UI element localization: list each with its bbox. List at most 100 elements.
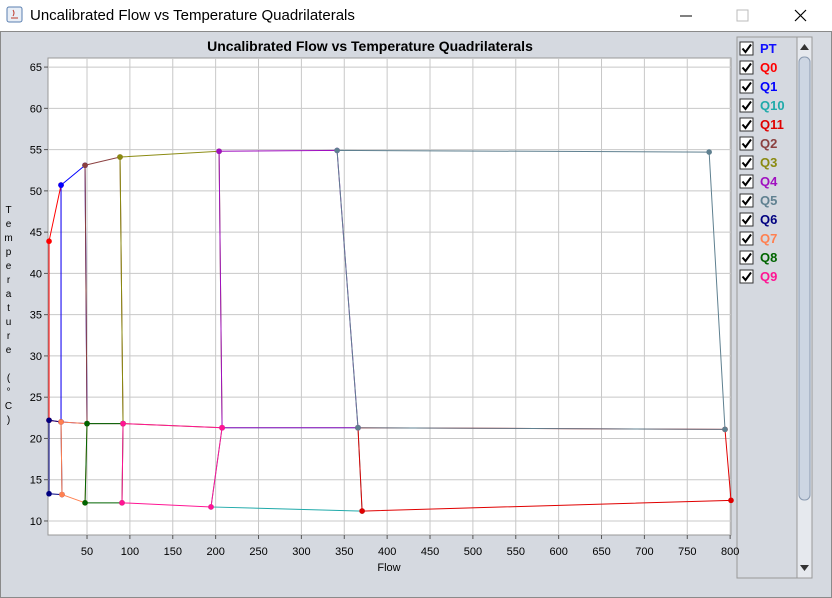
x-tick-label: 150 — [164, 546, 182, 558]
legend-checkbox[interactable] — [739, 60, 754, 75]
checkbox-box[interactable] — [739, 79, 754, 94]
checkmark[interactable] — [741, 176, 752, 187]
x-tick-label: 650 — [592, 546, 610, 558]
checkmark[interactable] — [741, 233, 752, 244]
vertex — [120, 420, 126, 427]
checkmark[interactable] — [741, 138, 752, 149]
legend-checkbox[interactable] — [739, 250, 754, 265]
y-tick-label: 15 — [30, 475, 42, 487]
checkbox-box[interactable] — [739, 41, 754, 56]
window-title: Uncalibrated Flow vs Temperature Quadril… — [30, 7, 355, 24]
title-bar: Uncalibrated Flow vs Temperature Quadril… — [0, 0, 832, 31]
vertex — [355, 424, 361, 431]
scroll-thumb[interactable] — [798, 56, 811, 501]
x-tick-label: 50 — [81, 546, 93, 558]
legend-label: Q3 — [760, 155, 777, 170]
legend-checkbox[interactable] — [739, 136, 754, 151]
legend-label: PT — [760, 41, 777, 56]
legend-label: Q7 — [760, 231, 777, 246]
legend-label: Q11 — [760, 117, 784, 132]
plot-area — [47, 57, 732, 536]
checkbox-box[interactable] — [739, 117, 754, 132]
checkmark[interactable] — [741, 81, 752, 92]
checkbox-box[interactable] — [739, 136, 754, 151]
checkbox-box[interactable] — [739, 60, 754, 75]
checkbox-box[interactable] — [739, 193, 754, 208]
y-tick-label: 55 — [30, 145, 42, 157]
checkmark[interactable] — [741, 157, 752, 168]
maximize[interactable] — [736, 9, 749, 22]
legend-checkbox[interactable] — [739, 231, 754, 246]
legend-label: Q5 — [760, 193, 777, 208]
legend-label: Q0 — [760, 60, 777, 75]
y-tick-label: 25 — [30, 392, 42, 404]
vertex — [706, 149, 712, 155]
y-tick-label: 40 — [30, 268, 42, 280]
y-tick-label: 65 — [30, 62, 42, 74]
close[interactable] — [794, 9, 807, 22]
checkbox-box[interactable] — [739, 155, 754, 170]
x-tick-label: 500 — [464, 546, 482, 558]
legend-checkbox[interactable] — [739, 174, 754, 189]
legend-label: Q8 — [760, 250, 777, 265]
app-icon-glyph — [11, 9, 18, 19]
legend-label: Q9 — [760, 269, 777, 284]
checkbox-box[interactable] — [739, 250, 754, 265]
legend-label: Q2 — [760, 136, 777, 151]
checkbox-box[interactable] — [739, 269, 754, 284]
legend-checkbox[interactable] — [739, 269, 754, 284]
x-tick-label: 200 — [206, 546, 224, 558]
vertex — [59, 491, 65, 498]
y-tick-label: 60 — [30, 103, 42, 115]
checkmark[interactable] — [741, 214, 752, 225]
x-tick-label: 350 — [335, 546, 353, 558]
checkbox-box[interactable] — [739, 212, 754, 227]
checkbox-box[interactable] — [739, 174, 754, 189]
x-tick-label: 450 — [421, 546, 439, 558]
scroll-down[interactable] — [800, 565, 809, 571]
checkmark[interactable] — [741, 271, 752, 282]
legend-checkbox[interactable] — [739, 79, 754, 94]
vertex — [46, 417, 52, 424]
vertex — [82, 162, 88, 169]
legend-checkbox[interactable] — [739, 41, 754, 56]
x-tick-label: 750 — [678, 546, 696, 558]
legend-checkbox[interactable] — [739, 98, 754, 113]
y-tick-label: 20 — [30, 433, 42, 445]
vertex — [216, 148, 222, 155]
title-controls — [6, 6, 807, 23]
legend-checkbox[interactable] — [739, 155, 754, 170]
checkmark[interactable] — [741, 100, 752, 111]
app-icon — [6, 6, 23, 23]
x-tick-label: 800 — [721, 546, 739, 558]
chart-title: Uncalibrated Flow vs Temperature Quadril… — [207, 38, 533, 54]
checkmark[interactable] — [741, 252, 752, 263]
vertex — [208, 504, 214, 510]
x-axis-label: Flow — [377, 562, 400, 574]
y-tick-label: 30 — [30, 351, 42, 363]
vertex — [722, 426, 728, 433]
checkmark[interactable] — [741, 119, 752, 130]
vertex — [58, 419, 64, 425]
y-axis-label: Temperature (°C) — [3, 205, 14, 429]
vertex — [359, 508, 365, 514]
vertex — [334, 147, 340, 154]
legend-checkbox[interactable] — [739, 117, 754, 132]
checkmark[interactable] — [741, 195, 752, 206]
checkbox-box[interactable] — [739, 98, 754, 113]
scroll-up[interactable] — [800, 44, 809, 50]
vertex — [119, 500, 125, 506]
vertex — [219, 424, 225, 431]
x-tick-label: 300 — [292, 546, 310, 558]
legend-checkbox[interactable] — [739, 193, 754, 208]
y-tick-label: 45 — [30, 227, 42, 239]
vertex — [58, 182, 64, 188]
checkbox-box[interactable] — [739, 231, 754, 246]
checkmark[interactable] — [741, 43, 752, 54]
checkmark[interactable] — [741, 62, 752, 73]
x-tick-label: 600 — [549, 546, 567, 558]
vertex — [82, 500, 88, 506]
x-tick-label: 100 — [121, 546, 139, 558]
legend-checkbox[interactable] — [739, 212, 754, 227]
